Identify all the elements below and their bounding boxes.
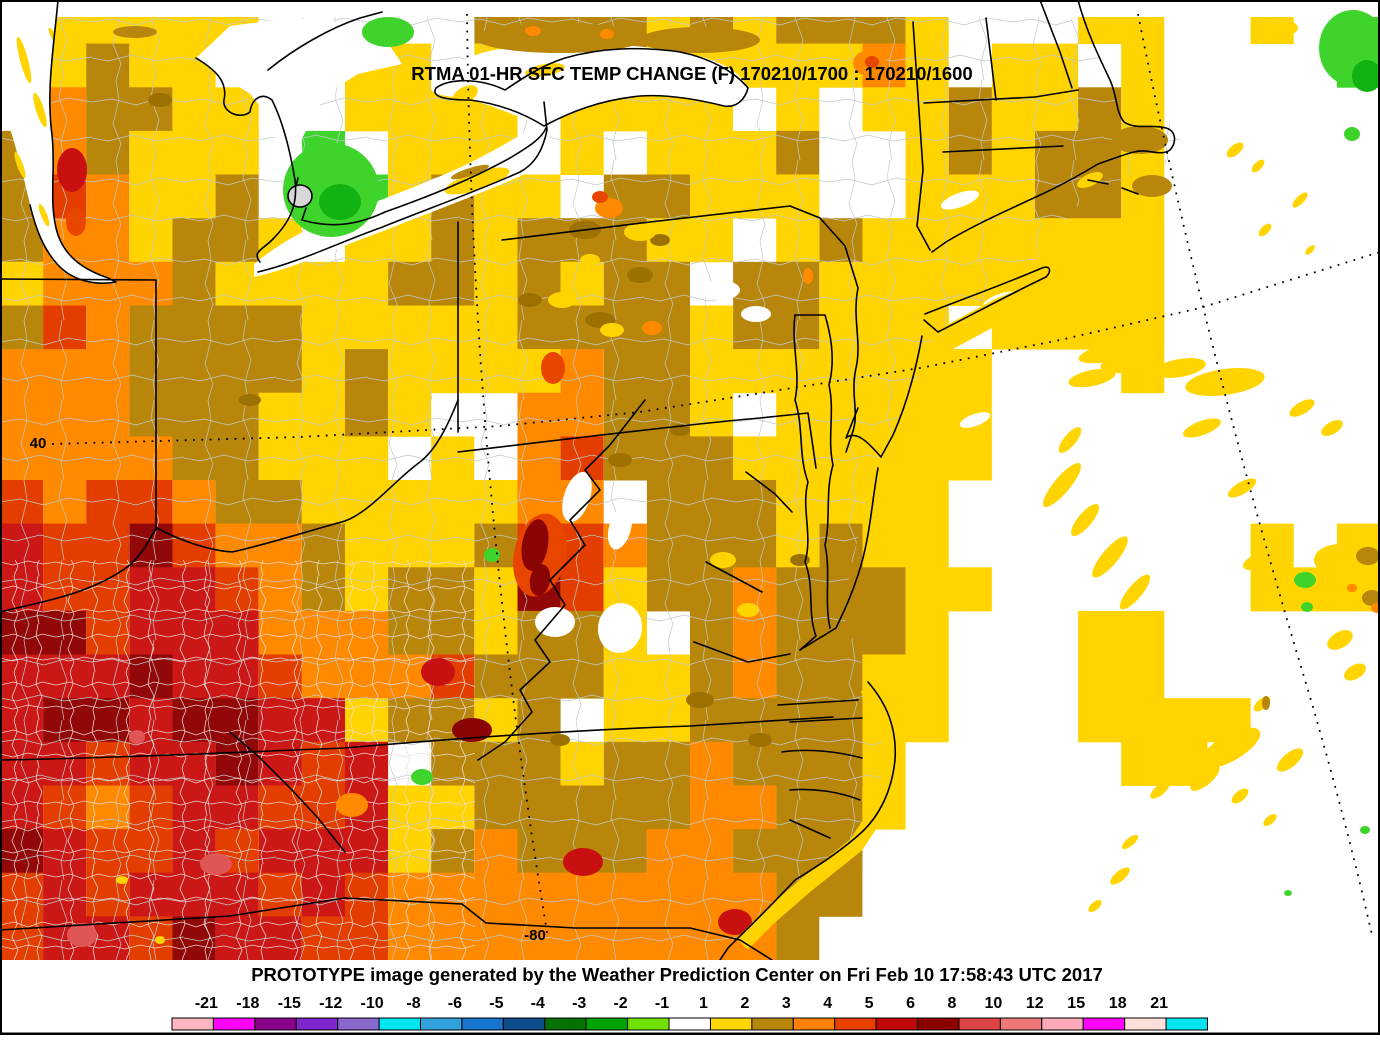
- svg-text:6: 6: [906, 995, 915, 1012]
- svg-text:8: 8: [948, 995, 957, 1012]
- svg-text:1: 1: [699, 995, 708, 1012]
- svg-text:4: 4: [823, 995, 832, 1012]
- svg-text:-8: -8: [406, 995, 420, 1012]
- svg-text:40: 40: [30, 435, 47, 452]
- svg-text:-15: -15: [278, 995, 301, 1012]
- svg-text:-80: -80: [524, 927, 546, 944]
- svg-text:12: 12: [1026, 995, 1044, 1012]
- svg-text:-1: -1: [655, 995, 669, 1012]
- svg-text:5: 5: [865, 995, 874, 1012]
- svg-text:10: 10: [985, 995, 1003, 1012]
- svg-text:15: 15: [1067, 995, 1085, 1012]
- svg-text:PROTOTYPE image generated by t: PROTOTYPE image generated by the Weather…: [251, 964, 1103, 985]
- svg-text:-5: -5: [489, 995, 503, 1012]
- svg-text:-12: -12: [319, 995, 342, 1012]
- svg-text:-21: -21: [195, 995, 218, 1012]
- svg-text:2: 2: [740, 995, 749, 1012]
- svg-text:-3: -3: [572, 995, 586, 1012]
- svg-text:-2: -2: [613, 995, 627, 1012]
- svg-text:-10: -10: [361, 995, 384, 1012]
- svg-text:-18: -18: [236, 995, 259, 1012]
- svg-text:RTMA 01-HR SFC TEMP CHANGE (F): RTMA 01-HR SFC TEMP CHANGE (F) 170210/17…: [411, 63, 972, 84]
- svg-text:18: 18: [1109, 995, 1127, 1012]
- svg-text:21: 21: [1150, 995, 1168, 1012]
- svg-text:-6: -6: [448, 995, 462, 1012]
- svg-text:3: 3: [782, 995, 791, 1012]
- svg-text:-4: -4: [531, 995, 545, 1012]
